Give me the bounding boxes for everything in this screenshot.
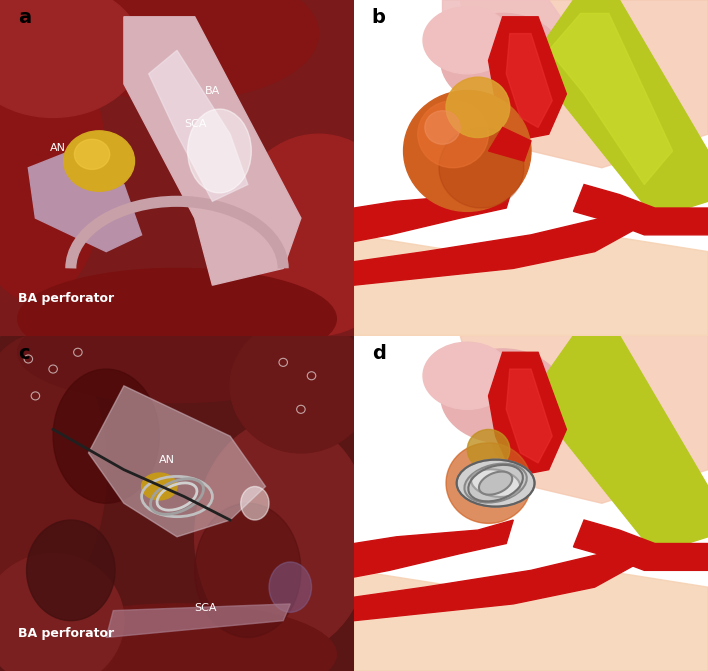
Ellipse shape: [440, 349, 565, 443]
Ellipse shape: [241, 486, 269, 520]
Circle shape: [418, 101, 489, 168]
Text: AN: AN: [159, 455, 176, 465]
Ellipse shape: [18, 302, 336, 403]
Ellipse shape: [195, 503, 301, 637]
Ellipse shape: [464, 464, 527, 503]
Ellipse shape: [0, 336, 106, 604]
Circle shape: [439, 127, 524, 208]
Polygon shape: [442, 0, 584, 101]
Text: AN: AN: [50, 143, 66, 153]
Ellipse shape: [269, 562, 312, 612]
Ellipse shape: [195, 419, 372, 654]
Polygon shape: [573, 520, 708, 570]
Ellipse shape: [230, 319, 372, 453]
Polygon shape: [354, 570, 708, 671]
Polygon shape: [354, 235, 708, 336]
Ellipse shape: [74, 139, 110, 170]
Circle shape: [446, 77, 510, 138]
Polygon shape: [549, 13, 673, 185]
Polygon shape: [460, 336, 708, 503]
Ellipse shape: [188, 109, 251, 193]
Polygon shape: [460, 0, 708, 168]
Ellipse shape: [18, 604, 336, 671]
Polygon shape: [88, 386, 266, 537]
Polygon shape: [28, 151, 142, 252]
Ellipse shape: [440, 13, 565, 107]
Text: a: a: [18, 9, 31, 28]
Ellipse shape: [423, 342, 511, 409]
Text: BA perforator: BA perforator: [18, 292, 114, 305]
Text: BA perforator: BA perforator: [18, 627, 114, 640]
Text: BA: BA: [205, 86, 221, 96]
Polygon shape: [354, 185, 513, 242]
Ellipse shape: [0, 0, 142, 117]
Polygon shape: [506, 34, 552, 127]
Ellipse shape: [18, 268, 336, 369]
Polygon shape: [489, 17, 566, 141]
Polygon shape: [354, 520, 513, 577]
Text: b: b: [372, 9, 386, 28]
Text: c: c: [18, 344, 29, 363]
Polygon shape: [149, 50, 248, 201]
Ellipse shape: [479, 472, 513, 495]
Polygon shape: [124, 17, 301, 285]
Ellipse shape: [471, 469, 520, 497]
Polygon shape: [573, 185, 708, 235]
Polygon shape: [531, 0, 708, 218]
Ellipse shape: [64, 131, 135, 191]
Polygon shape: [106, 604, 290, 637]
Polygon shape: [354, 554, 637, 621]
Text: SCA: SCA: [195, 603, 217, 613]
Ellipse shape: [0, 554, 124, 671]
Ellipse shape: [230, 134, 407, 336]
Ellipse shape: [53, 369, 159, 503]
Circle shape: [467, 429, 510, 470]
Circle shape: [446, 443, 531, 523]
Text: SCA: SCA: [184, 119, 207, 130]
Polygon shape: [506, 369, 552, 463]
Ellipse shape: [27, 520, 115, 621]
Polygon shape: [489, 352, 566, 476]
Circle shape: [425, 111, 460, 144]
Ellipse shape: [35, 0, 319, 101]
Ellipse shape: [142, 473, 177, 500]
Polygon shape: [354, 218, 637, 285]
Ellipse shape: [457, 460, 535, 507]
Ellipse shape: [423, 7, 511, 74]
Polygon shape: [531, 336, 708, 554]
Polygon shape: [489, 127, 531, 161]
Ellipse shape: [0, 34, 106, 302]
Text: d: d: [372, 344, 386, 363]
Circle shape: [404, 91, 531, 211]
